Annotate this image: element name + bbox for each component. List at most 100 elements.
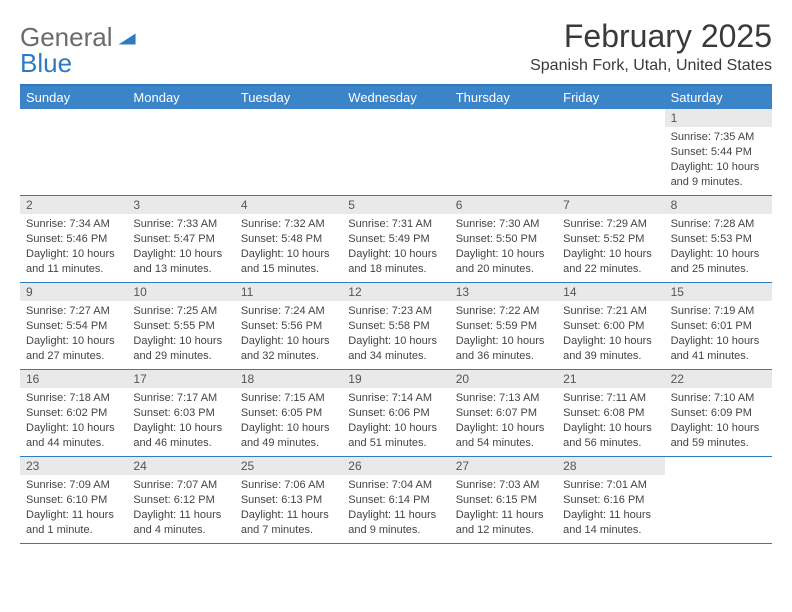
day-cell: 5Sunrise: 7:31 AMSunset: 5:49 PMDaylight… (342, 196, 449, 282)
daylight-text: Daylight: 10 hours and 56 minutes. (563, 421, 658, 451)
dow-tue: Tuesday (235, 86, 342, 109)
day-cell: 24Sunrise: 7:07 AMSunset: 6:12 PMDayligh… (127, 457, 234, 543)
day-cell: 10Sunrise: 7:25 AMSunset: 5:55 PMDayligh… (127, 283, 234, 369)
sunset-text: Sunset: 5:59 PM (456, 319, 551, 334)
daylight-text: Daylight: 10 hours and 49 minutes. (241, 421, 336, 451)
day-cell (342, 109, 449, 195)
sunset-text: Sunset: 5:48 PM (241, 232, 336, 247)
week-row: 23Sunrise: 7:09 AMSunset: 6:10 PMDayligh… (20, 457, 772, 544)
day-detail: Sunrise: 7:31 AMSunset: 5:49 PMDaylight:… (342, 214, 449, 280)
day-cell (450, 109, 557, 195)
day-detail: Sunrise: 7:07 AMSunset: 6:12 PMDaylight:… (127, 475, 234, 541)
sunset-text: Sunset: 5:53 PM (671, 232, 766, 247)
day-cell: 11Sunrise: 7:24 AMSunset: 5:56 PMDayligh… (235, 283, 342, 369)
logo-word2: Blue (20, 48, 72, 78)
day-header-row: Sunday Monday Tuesday Wednesday Thursday… (20, 86, 772, 109)
sunset-text: Sunset: 5:50 PM (456, 232, 551, 247)
sunrise-text: Sunrise: 7:29 AM (563, 217, 658, 232)
day-detail: Sunrise: 7:28 AMSunset: 5:53 PMDaylight:… (665, 214, 772, 280)
sunset-text: Sunset: 6:15 PM (456, 493, 551, 508)
sunrise-text: Sunrise: 7:23 AM (348, 304, 443, 319)
sunrise-text: Sunrise: 7:13 AM (456, 391, 551, 406)
sunset-text: Sunset: 6:03 PM (133, 406, 228, 421)
day-detail: Sunrise: 7:10 AMSunset: 6:09 PMDaylight:… (665, 388, 772, 454)
day-number: 4 (235, 196, 342, 214)
day-cell: 18Sunrise: 7:15 AMSunset: 6:05 PMDayligh… (235, 370, 342, 456)
day-cell: 2Sunrise: 7:34 AMSunset: 5:46 PMDaylight… (20, 196, 127, 282)
calendar-page: GeneralBlue February 2025 Spanish Fork, … (0, 0, 792, 554)
day-cell (557, 109, 664, 195)
sunrise-text: Sunrise: 7:04 AM (348, 478, 443, 493)
day-cell: 12Sunrise: 7:23 AMSunset: 5:58 PMDayligh… (342, 283, 449, 369)
sunset-text: Sunset: 6:08 PM (563, 406, 658, 421)
day-number: 6 (450, 196, 557, 214)
day-detail: Sunrise: 7:23 AMSunset: 5:58 PMDaylight:… (342, 301, 449, 367)
day-number: 8 (665, 196, 772, 214)
sunrise-text: Sunrise: 7:18 AM (26, 391, 121, 406)
daylight-text: Daylight: 10 hours and 11 minutes. (26, 247, 121, 277)
sunset-text: Sunset: 6:07 PM (456, 406, 551, 421)
sunset-text: Sunset: 6:14 PM (348, 493, 443, 508)
day-detail: Sunrise: 7:27 AMSunset: 5:54 PMDaylight:… (20, 301, 127, 367)
sunset-text: Sunset: 6:02 PM (26, 406, 121, 421)
daylight-text: Daylight: 11 hours and 7 minutes. (241, 508, 336, 538)
sunrise-text: Sunrise: 7:34 AM (26, 217, 121, 232)
sunrise-text: Sunrise: 7:24 AM (241, 304, 336, 319)
day-number: 23 (20, 457, 127, 475)
day-detail: Sunrise: 7:24 AMSunset: 5:56 PMDaylight:… (235, 301, 342, 367)
week-row: 9Sunrise: 7:27 AMSunset: 5:54 PMDaylight… (20, 283, 772, 370)
day-number: 17 (127, 370, 234, 388)
week-row: 2Sunrise: 7:34 AMSunset: 5:46 PMDaylight… (20, 196, 772, 283)
week-row: 16Sunrise: 7:18 AMSunset: 6:02 PMDayligh… (20, 370, 772, 457)
day-number: 3 (127, 196, 234, 214)
daylight-text: Daylight: 10 hours and 15 minutes. (241, 247, 336, 277)
day-cell (20, 109, 127, 195)
day-number: 27 (450, 457, 557, 475)
sunset-text: Sunset: 6:09 PM (671, 406, 766, 421)
sunset-text: Sunset: 5:56 PM (241, 319, 336, 334)
day-cell: 21Sunrise: 7:11 AMSunset: 6:08 PMDayligh… (557, 370, 664, 456)
dow-sat: Saturday (665, 86, 772, 109)
day-detail: Sunrise: 7:30 AMSunset: 5:50 PMDaylight:… (450, 214, 557, 280)
sunrise-text: Sunrise: 7:10 AM (671, 391, 766, 406)
day-cell: 7Sunrise: 7:29 AMSunset: 5:52 PMDaylight… (557, 196, 664, 282)
sunrise-text: Sunrise: 7:32 AM (241, 217, 336, 232)
day-cell: 6Sunrise: 7:30 AMSunset: 5:50 PMDaylight… (450, 196, 557, 282)
day-detail: Sunrise: 7:19 AMSunset: 6:01 PMDaylight:… (665, 301, 772, 367)
sunrise-text: Sunrise: 7:07 AM (133, 478, 228, 493)
dow-fri: Friday (557, 86, 664, 109)
daylight-text: Daylight: 10 hours and 9 minutes. (671, 160, 766, 190)
day-number: 13 (450, 283, 557, 301)
sunset-text: Sunset: 5:58 PM (348, 319, 443, 334)
daylight-text: Daylight: 10 hours and 29 minutes. (133, 334, 228, 364)
day-number: 1 (665, 109, 772, 127)
day-number: 5 (342, 196, 449, 214)
day-detail: Sunrise: 7:11 AMSunset: 6:08 PMDaylight:… (557, 388, 664, 454)
day-detail: Sunrise: 7:13 AMSunset: 6:07 PMDaylight:… (450, 388, 557, 454)
day-detail: Sunrise: 7:01 AMSunset: 6:16 PMDaylight:… (557, 475, 664, 541)
dow-wed: Wednesday (342, 86, 449, 109)
day-number: 19 (342, 370, 449, 388)
daylight-text: Daylight: 10 hours and 54 minutes. (456, 421, 551, 451)
day-number: 24 (127, 457, 234, 475)
day-number: 7 (557, 196, 664, 214)
sunrise-text: Sunrise: 7:17 AM (133, 391, 228, 406)
day-cell: 22Sunrise: 7:10 AMSunset: 6:09 PMDayligh… (665, 370, 772, 456)
week-row: 1Sunrise: 7:35 AMSunset: 5:44 PMDaylight… (20, 109, 772, 196)
sunrise-text: Sunrise: 7:25 AM (133, 304, 228, 319)
day-cell: 9Sunrise: 7:27 AMSunset: 5:54 PMDaylight… (20, 283, 127, 369)
day-number: 14 (557, 283, 664, 301)
daylight-text: Daylight: 10 hours and 39 minutes. (563, 334, 658, 364)
day-detail: Sunrise: 7:04 AMSunset: 6:14 PMDaylight:… (342, 475, 449, 541)
sunrise-text: Sunrise: 7:22 AM (456, 304, 551, 319)
logo: GeneralBlue (20, 24, 137, 76)
day-cell (665, 457, 772, 543)
day-cell: 1Sunrise: 7:35 AMSunset: 5:44 PMDaylight… (665, 109, 772, 195)
page-title: February 2025 (530, 18, 772, 55)
day-number: 10 (127, 283, 234, 301)
day-cell: 15Sunrise: 7:19 AMSunset: 6:01 PMDayligh… (665, 283, 772, 369)
sunrise-text: Sunrise: 7:27 AM (26, 304, 121, 319)
day-detail: Sunrise: 7:21 AMSunset: 6:00 PMDaylight:… (557, 301, 664, 367)
daylight-text: Daylight: 10 hours and 59 minutes. (671, 421, 766, 451)
day-detail: Sunrise: 7:34 AMSunset: 5:46 PMDaylight:… (20, 214, 127, 280)
